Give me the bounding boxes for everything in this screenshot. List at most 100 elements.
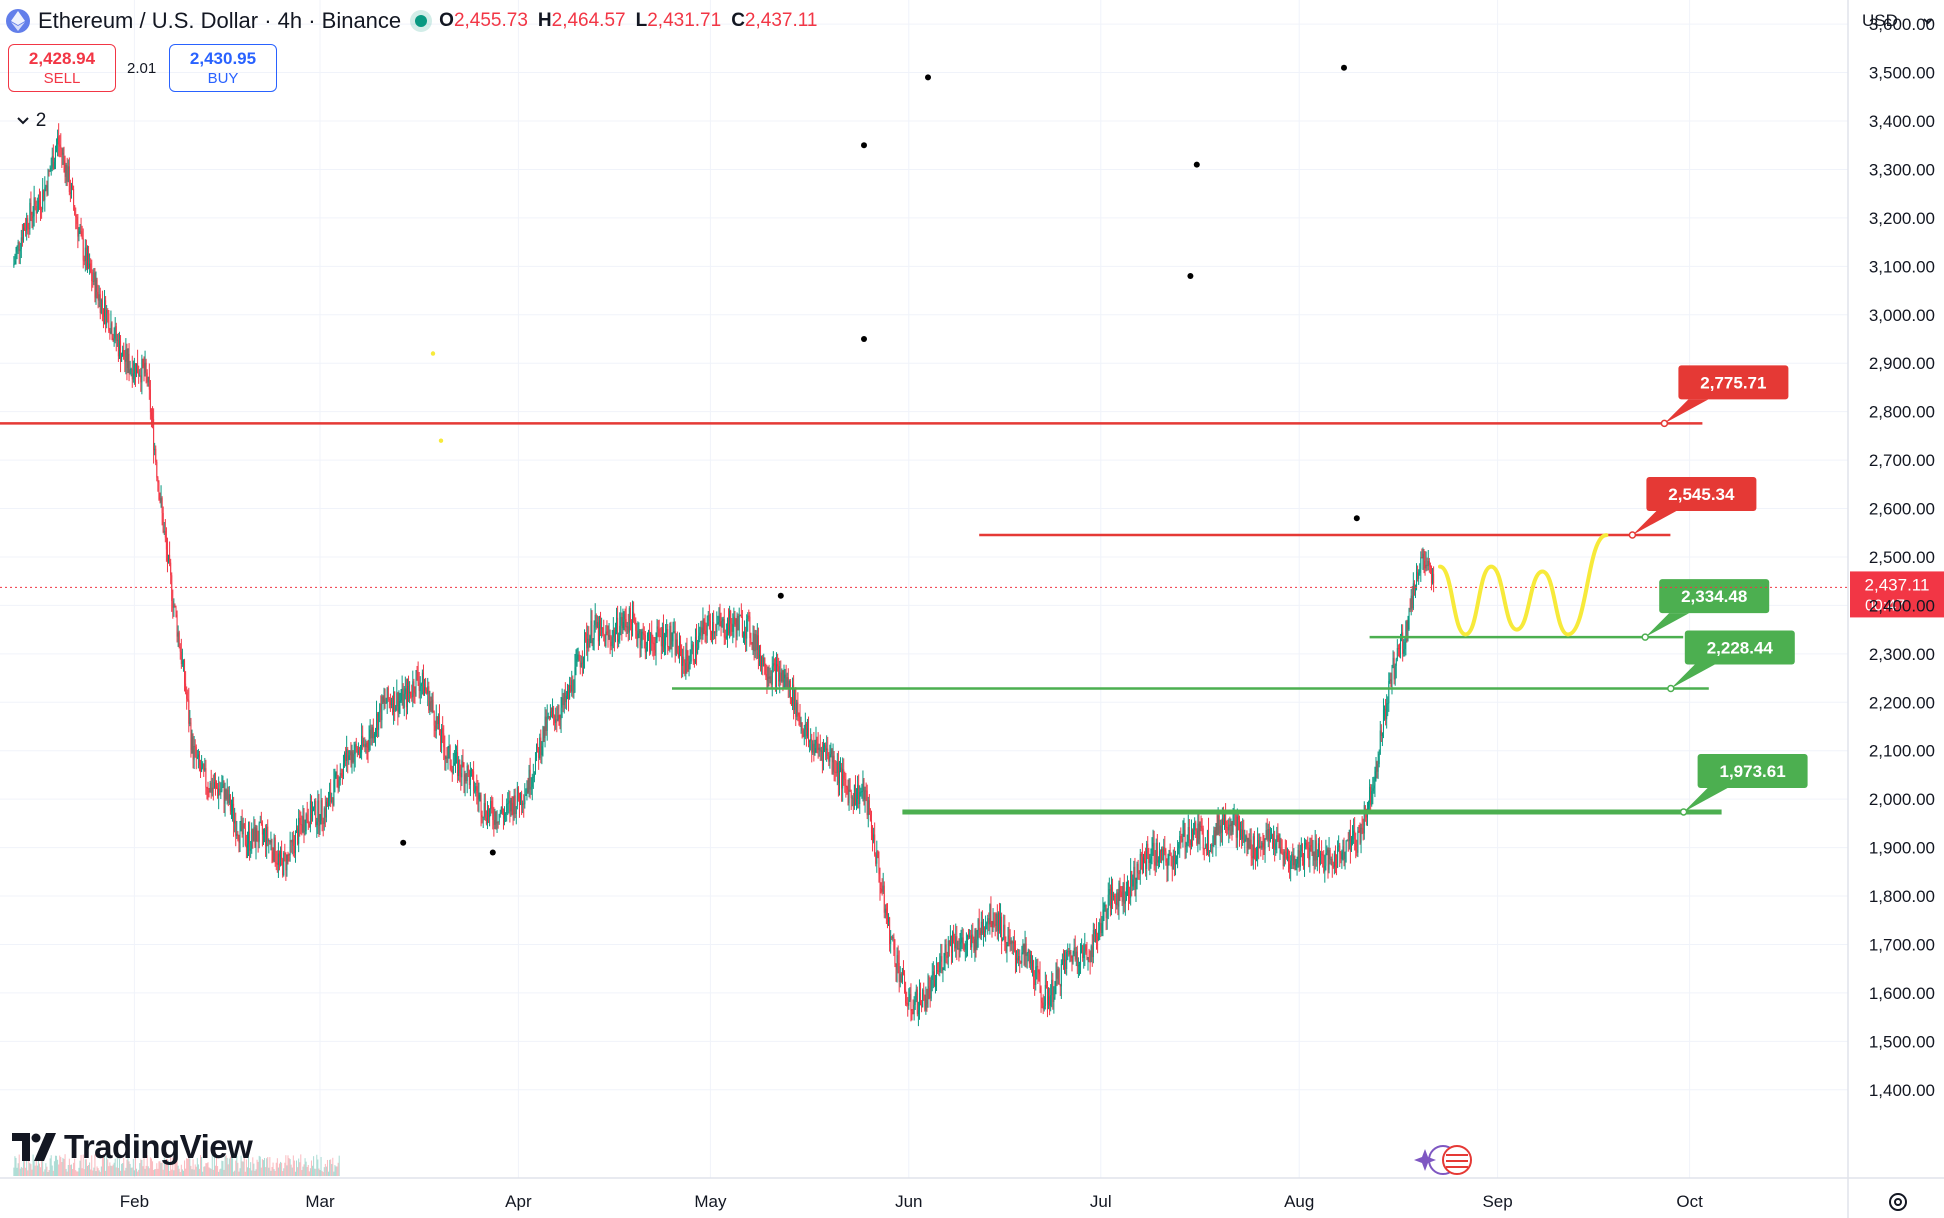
candle-body (947, 940, 949, 958)
candle-body (682, 656, 684, 666)
price-tick-label: 2,400.00 (1869, 596, 1935, 615)
candle-body (313, 807, 315, 811)
candle-body (109, 331, 111, 334)
level-callout (1646, 476, 1757, 511)
candle-body (1096, 930, 1098, 937)
chevron-down-icon (1923, 18, 1933, 25)
candle-body (283, 852, 285, 876)
candle-body (401, 688, 403, 701)
volume-bar (276, 1158, 278, 1176)
candle-body (1163, 847, 1165, 861)
candle-body (955, 936, 957, 949)
candle-body (616, 617, 618, 632)
candle-body (180, 651, 182, 664)
candle-body (203, 763, 205, 771)
candle-body (66, 164, 68, 182)
volume-bar (277, 1167, 279, 1176)
candle-body (762, 656, 764, 667)
candle-body (984, 931, 986, 933)
candle-body (920, 992, 922, 1005)
candle-body (494, 811, 496, 825)
candle-body (866, 790, 868, 816)
candle-body (1009, 938, 1011, 945)
candle-body (900, 974, 902, 983)
candle-body (1231, 823, 1233, 832)
candle-body (1274, 838, 1276, 850)
candle-body (601, 627, 603, 629)
symbol-header: Ethereum / U.S. Dollar · 4h · Binance O2… (6, 8, 827, 34)
level-label[interactable]: 2,775.71 (1700, 373, 1766, 392)
candle-body (368, 738, 370, 751)
candle-body (51, 156, 53, 168)
candle-body (1094, 930, 1096, 934)
price-tick-label: 2,600.00 (1869, 500, 1935, 519)
candle-body (168, 554, 170, 563)
candle-body (1400, 638, 1402, 649)
candle-body (1148, 854, 1150, 864)
candle-body (979, 930, 981, 936)
candle-body (1424, 560, 1426, 569)
candle-body (698, 635, 700, 648)
volume-bar (59, 1155, 61, 1176)
candle-body (1317, 843, 1319, 857)
tradingview-logo[interactable]: TradingView (12, 1128, 253, 1166)
level-label[interactable]: 2,545.34 (1668, 485, 1735, 504)
volume-bar (224, 1156, 226, 1176)
candle-body (1140, 853, 1142, 857)
volume-bar (101, 1156, 103, 1176)
level-label[interactable]: 2,334.48 (1681, 587, 1747, 606)
candle-body (1280, 846, 1282, 853)
candle-body (1427, 560, 1429, 567)
volume-bar (284, 1162, 286, 1176)
candle-body (1020, 960, 1022, 964)
candle-body (440, 735, 442, 743)
level-label[interactable]: 1,973.61 (1720, 762, 1786, 781)
candle-body (834, 771, 836, 773)
indicators-toggle[interactable]: 2 (8, 106, 54, 136)
candle-body (1336, 866, 1338, 868)
candle-body (991, 926, 993, 928)
candle-body (104, 300, 106, 317)
candle-body (239, 821, 241, 843)
candle-body (1034, 979, 1036, 986)
marker-dot (1353, 515, 1360, 522)
candle-body (177, 632, 179, 637)
candle-body (586, 633, 588, 649)
candle-body (257, 841, 259, 843)
candle-body (1230, 823, 1232, 826)
candle-body (943, 962, 945, 968)
candle-body (441, 728, 443, 743)
candle-body (153, 418, 155, 451)
volume-bar (113, 1162, 115, 1176)
candle-body (357, 750, 359, 754)
currency-select[interactable]: USD (1856, 6, 1940, 36)
symbol-title[interactable]: Ethereum / U.S. Dollar · 4h · Binance (38, 8, 402, 33)
candle-body (90, 263, 92, 273)
candle-body (1348, 830, 1350, 841)
candle-body (1044, 984, 1046, 1006)
candle-body (568, 689, 570, 699)
candle-body (322, 820, 324, 824)
candle-body (395, 706, 397, 712)
candle-body (768, 676, 770, 679)
buy-button[interactable]: 2,430.95 BUY (169, 44, 277, 92)
candle-body (524, 795, 526, 805)
candle-body (1432, 573, 1434, 583)
candle-body (1029, 954, 1031, 964)
candle-body (15, 252, 17, 261)
volume-bar (110, 1165, 112, 1176)
candle-body (792, 684, 794, 704)
volume-bar (278, 1163, 280, 1176)
candle-body (19, 248, 21, 252)
level-label[interactable]: 2,228.44 (1707, 639, 1774, 658)
market-status-dot[interactable] (415, 15, 428, 27)
sell-button[interactable]: 2,428.94 SELL (8, 44, 116, 92)
candle-body (1248, 838, 1250, 849)
candle-body (361, 735, 363, 753)
candle-body (64, 160, 66, 177)
candle-body (1381, 732, 1383, 737)
candle-body (1040, 987, 1042, 1001)
candle-body (493, 819, 495, 825)
gear-icon[interactable] (1886, 1190, 1910, 1214)
